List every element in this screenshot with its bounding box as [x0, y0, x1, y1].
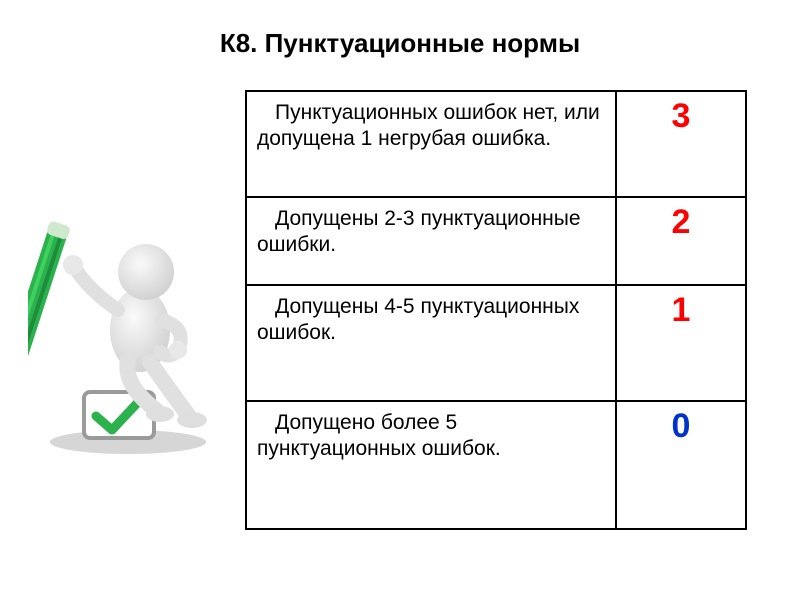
table-row: Допущены 4-5 пунктуационных ошибок. 1	[246, 285, 746, 401]
score-cell: 0	[616, 401, 746, 529]
score-cell: 1	[616, 285, 746, 401]
table-row: Допущены 2-3 пунктуационные ошибки. 2	[246, 197, 746, 285]
table-row: Пунктуационных ошибок нет, или допущена …	[246, 91, 746, 197]
criteria-cell: Допущены 2-3 пунктуационные ошибки.	[246, 197, 616, 285]
criteria-cell: Допущены 4-5 пунктуационных ошибок.	[246, 285, 616, 401]
score-cell: 3	[616, 91, 746, 197]
mascot-figure	[28, 210, 228, 460]
criteria-cell: Пунктуационных ошибок нет, или допущена …	[246, 91, 616, 197]
table-row: Допущено более 5 пунктуационных ошибок. …	[246, 401, 746, 529]
rubric-table: Пунктуационных ошибок нет, или допущена …	[245, 90, 747, 530]
slide: К8. Пунктуационные нормы	[0, 0, 800, 600]
criteria-cell: Допущено более 5 пунктуационных ошибок.	[246, 401, 616, 529]
slide-title: К8. Пунктуационные нормы	[0, 28, 800, 59]
score-cell: 2	[616, 197, 746, 285]
